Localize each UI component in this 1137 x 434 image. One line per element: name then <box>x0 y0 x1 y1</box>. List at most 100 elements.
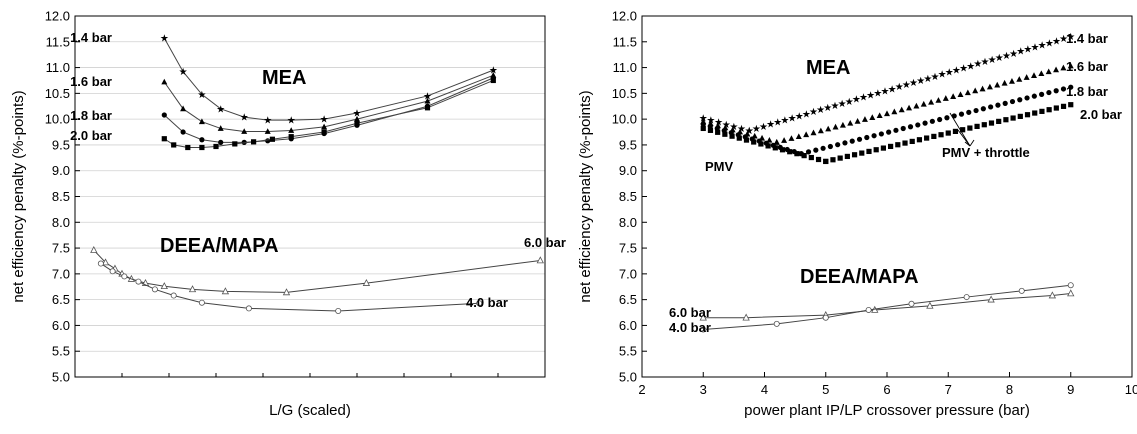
chart-2-series-1-8-bar-pmv-point <box>700 121 706 127</box>
chart-2-series-1-4-bar-throttle-point: ★ <box>923 74 932 85</box>
chart-1-series-4-0-bar-point <box>476 300 483 307</box>
chart-2-series-1-6-bar-throttle-point <box>994 81 1001 88</box>
chart-2-series-2-0-bar-pmv-point <box>758 141 764 147</box>
chart-1-series-1-6-bar-point <box>288 127 295 133</box>
chart-1-ytick-label: 9.0 <box>52 163 70 178</box>
chart-2-series-1-8-bar-throttle-point <box>813 147 819 153</box>
chart-1-series-1-6-bar-point <box>264 128 271 134</box>
chart-2-ytick-label: 10.5 <box>612 86 637 101</box>
chart-1-series-1-6-bar-point <box>354 115 360 122</box>
chart-2-series-2-0-bar-throttle-point <box>823 158 829 165</box>
chart-2-series-1-4-bar-pmv-point: ★ <box>729 122 738 133</box>
chart-1-ytick-label: 5.0 <box>52 370 70 385</box>
chart-1-series-4-0-bar-point <box>245 305 252 312</box>
chart-2-series-1-4-bar-throttle-point: ★ <box>838 99 847 110</box>
chart-2-series-1-8-bar-throttle-point <box>864 134 870 141</box>
chart-1-ytick-label: 10.0 <box>45 112 70 127</box>
chart-2-xtick-label: 7 <box>945 382 952 397</box>
chart-1-series-1-6-bar-point <box>321 123 328 130</box>
chart-2-series-1-6-bar-throttle-point <box>1060 64 1067 71</box>
chart-2-series-2-0-bar-throttle-point <box>1046 107 1052 113</box>
chart-2-series-1-4-bar: ★★★★★★★★★★★★★★★★★★★★★★★★★★★★★★★★★★★★★★★★… <box>699 32 1076 137</box>
chart-1-series-1-8-bar-point <box>180 129 186 135</box>
chart-2-series-1-8-bar-throttle-point <box>900 125 906 132</box>
chart-1-ytick-label: 12.0 <box>45 9 70 24</box>
chart-1-series-2-0-bar <box>161 77 496 151</box>
chart-2-series-4-0-bar-point <box>963 294 970 301</box>
chart-2-series-2-0-bar-throttle-point <box>830 157 836 163</box>
chart-2-series-2-0-bar-pmv-point <box>787 149 793 155</box>
chart-1-series-2-0-bar-point <box>251 139 257 145</box>
chart-2-series-1-4-bar-throttle-point: ★ <box>766 120 775 131</box>
chart-2-series-1-8-bar-throttle-point <box>1046 89 1052 96</box>
chart-2-series-1-8-bar-throttle-point <box>958 111 965 117</box>
chart-1-ytick-label: 6.0 <box>52 318 70 333</box>
chart-2-x-axis-label: power plant IP/LP crossover pressure (ba… <box>744 402 1030 419</box>
chart-2-series-2-0-bar-throttle-point <box>924 135 930 141</box>
chart-1-series-1-4-bar-point: ★ <box>263 116 272 127</box>
chart-2-series-2-0-bar-throttle-point <box>1068 102 1074 108</box>
chart-2-series-1-4-bar-throttle-point: ★ <box>788 113 797 124</box>
chart-1-x-axis-label: L/G (scaled) <box>269 402 351 419</box>
chart-2-series-1-4-bar-pmv-point: ★ <box>714 118 723 129</box>
chart-2-series-6-0-bar-line <box>703 292 1071 319</box>
chart-1-series-1-8-bar-point <box>241 139 247 145</box>
chart-2-series-1-4-bar-throttle-point: ★ <box>1038 40 1047 51</box>
series-label-right-4: 6.0 bar <box>669 305 711 320</box>
chart-2-series-1-4-bar-throttle-point: ★ <box>795 111 804 122</box>
chart-1-series-4-0-bar-point <box>121 273 128 280</box>
chart-2-series-1-6-bar-throttle-point <box>920 100 927 107</box>
chart-1-series-1-6-bar-point <box>217 125 224 131</box>
chart-1-series-4-0-bar <box>97 260 483 314</box>
chart-2-series-1-4-bar-throttle-point: ★ <box>930 72 939 83</box>
chart-2-series-2-0-bar-pmv-point <box>751 139 757 145</box>
chart-1-series-1-8-bar-point <box>161 112 167 118</box>
chart-2-series-1-4-bar-throttle-point: ★ <box>830 101 839 112</box>
chart-2-series-1-6-bar-throttle-point <box>810 129 817 136</box>
chart-2-series-2-0-bar-throttle-point <box>931 133 937 140</box>
chart-2-series-1-4-bar-throttle-point: ★ <box>966 61 975 72</box>
chart-2-series-1-4-bar-throttle-point: ★ <box>973 59 982 70</box>
chart-2-series-2-0-bar-pmv-point <box>715 129 721 135</box>
chart-1-ytick-label: 11.5 <box>46 34 70 49</box>
chart-2-series-1-4-bar-pmv-point: ★ <box>737 124 746 135</box>
chart-2-series-1-8-bar-throttle-point <box>878 131 884 137</box>
chart-1-series-2-0-bar-point <box>199 144 205 151</box>
chart-2-series-2-0-bar-pmv-point <box>700 125 706 132</box>
chart-2-series-1-4-bar-throttle-point: ★ <box>1031 43 1040 54</box>
chart-1-series-1-4-bar-point: ★ <box>160 34 169 45</box>
chart-1-series-6-0-bar-point <box>282 288 291 296</box>
chart-2-series-1-6-bar-throttle-point <box>979 85 986 92</box>
chart-2-series-1-4-bar-throttle-point: ★ <box>859 93 868 104</box>
chart-2-series-1-4-bar-throttle-point: ★ <box>902 80 911 91</box>
chart-2-series-1-4-bar-throttle-point: ★ <box>752 124 761 135</box>
chart-2-series-1-4-bar-throttle-point: ★ <box>745 126 754 137</box>
chart-1-series-2-0-bar-point <box>354 120 360 126</box>
chart-1-series-1-6-bar-point <box>180 105 187 112</box>
chart-2-series-1-4-bar-throttle-point: ★ <box>1009 49 1018 60</box>
chart-2-series-1-8-bar-throttle-point <box>886 129 892 135</box>
chart-2-series-1-6-bar-throttle-point <box>891 108 898 115</box>
chart-2-series-1-6-bar-throttle-point <box>928 98 935 105</box>
chart-1-series-1-6-bar-point <box>241 128 248 134</box>
chart-1-series-1-8-bar-line <box>163 77 494 143</box>
chart-1-ytick-label: 7.0 <box>52 266 70 281</box>
chart-2-series-1-8-bar-throttle-point <box>915 122 921 128</box>
chart-2-series-2-0-bar-throttle-point <box>1060 103 1067 109</box>
chart-2-series-1-6-bar-throttle-point <box>898 106 905 113</box>
chart-2-ytick-label: 6.0 <box>619 318 637 333</box>
chart-2-series-2-0-bar-throttle-point <box>837 155 843 161</box>
series-label-left-3: 2.0 bar <box>70 128 112 143</box>
chart-2-series-2-0-bar-throttle-point <box>916 137 923 143</box>
chart-2-series-1-4-bar-throttle-point: ★ <box>1045 38 1054 49</box>
chart-1-series-6-0-bar-point <box>221 287 230 295</box>
chart-2-series-4-0-bar-point <box>1067 282 1074 289</box>
chart-2-series-2-0-bar-throttle-point <box>1039 108 1045 114</box>
chart-1-series-1-8-bar <box>161 75 496 145</box>
chart-2-series-1-6-bar-throttle-point <box>781 137 788 143</box>
chart-2-series-1-8-bar-throttle-point <box>856 136 863 142</box>
chart-1-series-4-0-bar-point <box>97 260 104 267</box>
annotation-pmv: PMV <box>705 159 734 174</box>
series-label-left-0: 1.4 bar <box>70 30 112 45</box>
